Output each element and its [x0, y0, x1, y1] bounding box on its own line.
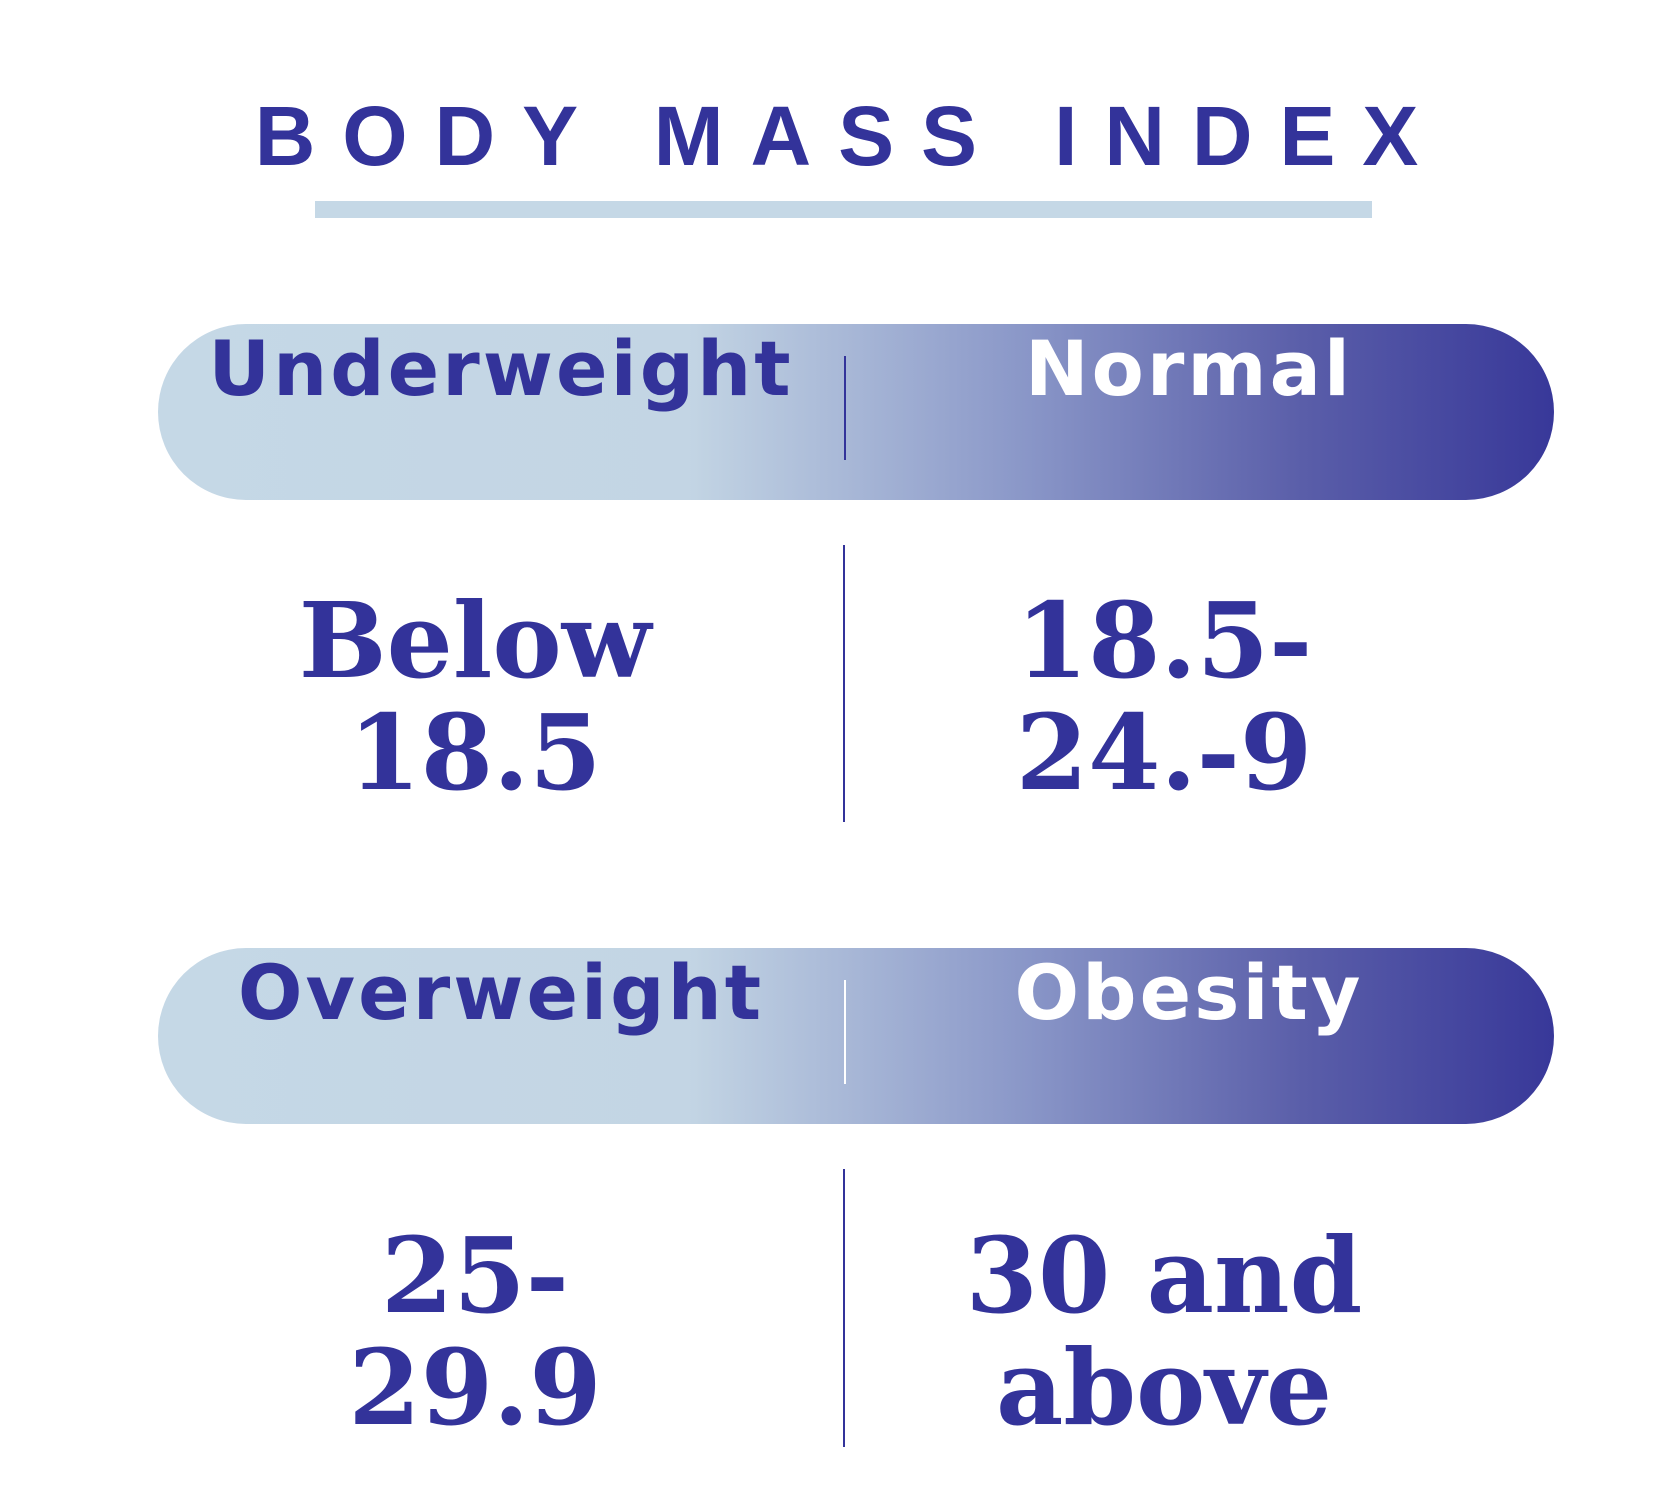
- range-line: 24.-9: [1015, 691, 1313, 814]
- range: 25- 29.9: [155, 1220, 795, 1444]
- range-line: Below: [298, 579, 652, 702]
- range: 30 and above: [844, 1220, 1484, 1444]
- title: BODY MASS INDEX: [254, 89, 1446, 183]
- range-line: above: [995, 1326, 1333, 1449]
- category-label: Overweight: [237, 948, 765, 1037]
- range-line: 18.5-: [1015, 579, 1313, 702]
- category-label: Underweight: [208, 324, 794, 413]
- range-line: 18.5: [348, 691, 602, 814]
- range: Below 18.5: [155, 585, 795, 809]
- divider: [844, 356, 846, 460]
- divider: [843, 1169, 845, 1447]
- category-label: Obesity: [1014, 948, 1364, 1037]
- range-line: 30 and: [965, 1214, 1363, 1337]
- range-line: 25-: [381, 1214, 569, 1337]
- divider: [844, 980, 846, 1084]
- title-underline: [315, 201, 1372, 218]
- category-bar: Underweight Normal: [158, 324, 1554, 500]
- range: 18.5- 24.-9: [844, 585, 1484, 809]
- range-line: 29.9: [348, 1326, 602, 1449]
- category-bar: Overweight Obesity: [158, 948, 1554, 1124]
- category-label: Normal: [1024, 324, 1354, 413]
- divider: [843, 545, 845, 822]
